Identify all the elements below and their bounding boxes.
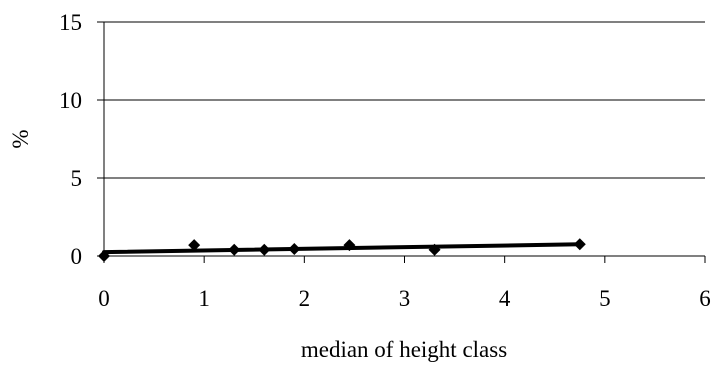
y-tick-label: 15 <box>59 10 82 35</box>
x-tick-label: 6 <box>699 286 711 311</box>
data-point <box>188 239 201 252</box>
data-point <box>343 239 356 252</box>
data-point <box>428 243 441 256</box>
x-tick-label: 1 <box>198 286 210 311</box>
data-point <box>258 243 271 256</box>
y-tick-label: 5 <box>71 166 83 191</box>
data-point <box>98 250 110 262</box>
data-point <box>573 238 586 251</box>
y-tick-label: 10 <box>59 88 82 113</box>
x-tick-label: 0 <box>98 286 110 311</box>
x-tick-label: 3 <box>399 286 411 311</box>
data-points <box>98 238 586 262</box>
x-tick-label: 2 <box>299 286 311 311</box>
data-point <box>288 242 301 255</box>
data-point <box>228 243 241 256</box>
y-tick-label: 0 <box>71 244 83 269</box>
x-axis-label: median of height class <box>301 337 507 362</box>
x-tick-labels: 0 1 2 3 4 5 6 <box>98 286 711 311</box>
axes <box>97 21 706 263</box>
trendline-path <box>102 242 582 255</box>
x-tick-label: 4 <box>499 286 511 311</box>
gridlines <box>104 21 705 179</box>
y-tick-labels: 0 5 10 15 <box>59 10 82 269</box>
x-tick-label: 5 <box>599 286 611 311</box>
trendline <box>102 242 582 255</box>
y-axis-label: % <box>8 129 33 148</box>
